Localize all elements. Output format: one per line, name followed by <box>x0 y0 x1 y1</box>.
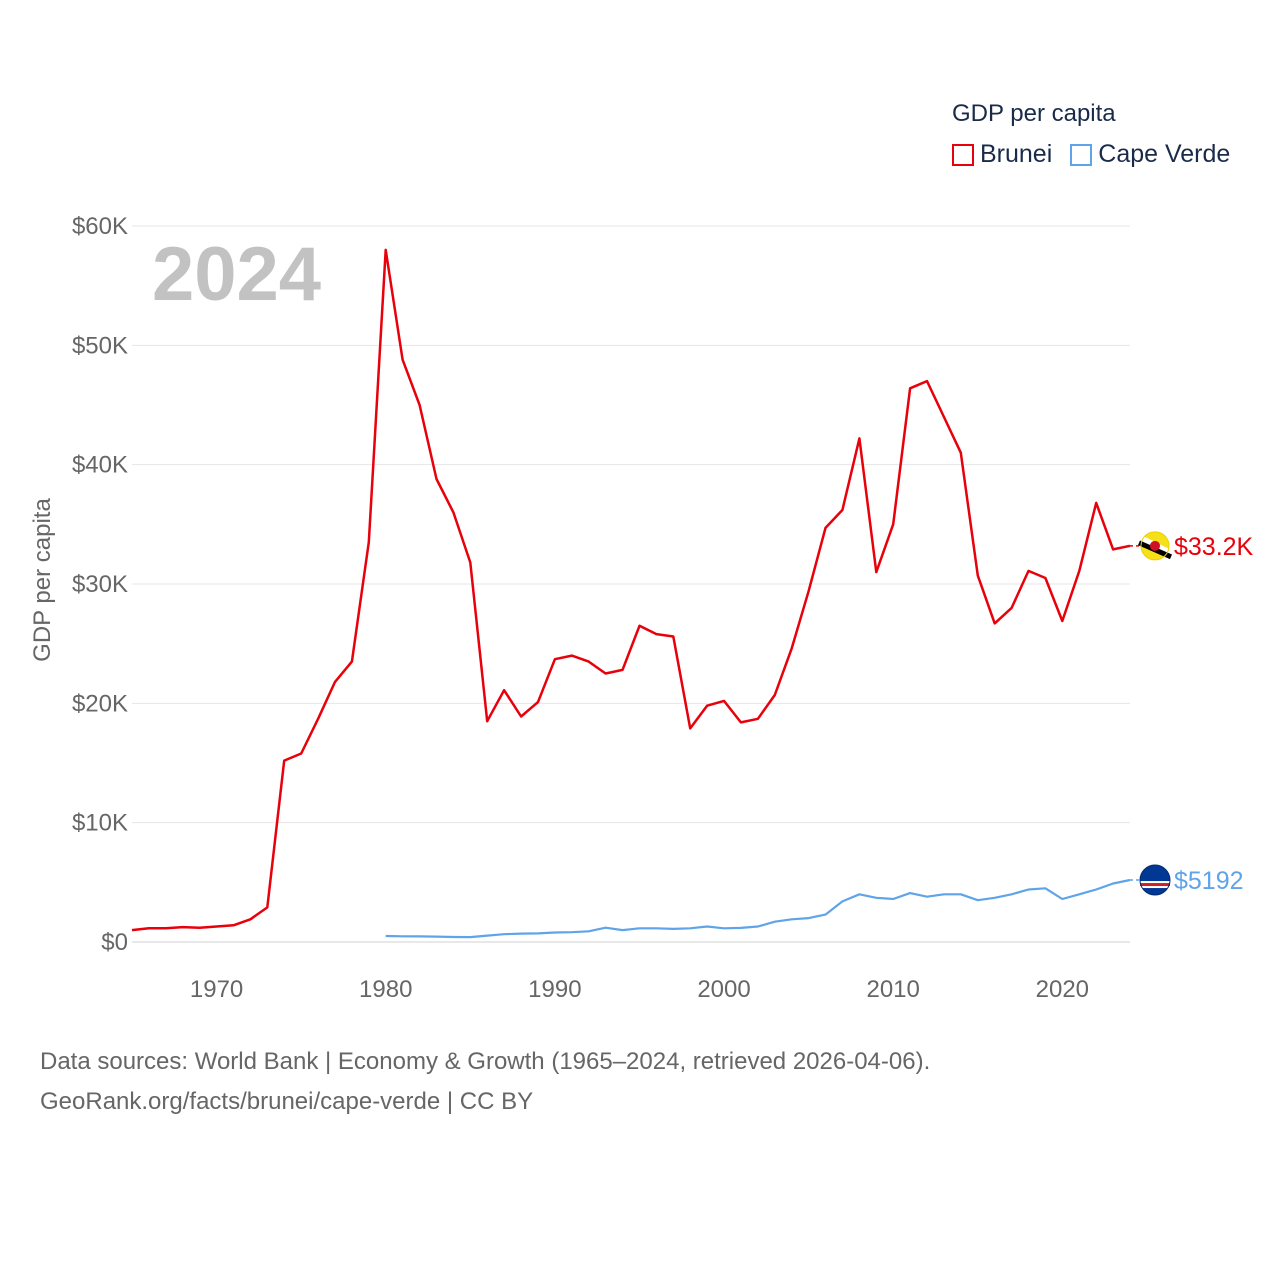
y-tick-label-1: $10K <box>72 810 128 837</box>
cape-verde-flag-red-stripe <box>1140 883 1170 887</box>
source-note: Data sources: World Bank | Economy & Gro… <box>40 1042 930 1122</box>
y-tick-label-2: $20K <box>72 690 128 717</box>
legend-label-cape-verde: Cape Verde <box>1098 140 1231 168</box>
y-tick-label-3: $30K <box>72 571 128 598</box>
series-line-brunei <box>131 248 1131 932</box>
grid-lines <box>132 225 1130 943</box>
y-axis-label: GDP per capita <box>29 498 56 662</box>
legend: GDP per capita Brunei Cape Verde <box>952 100 1230 169</box>
end-markers: $33.2K $5192 <box>1130 531 1254 896</box>
y-tick-label-5: $50K <box>72 332 128 359</box>
brunei-flag <box>1137 531 1173 561</box>
y-tick-label-4: $40K <box>72 452 128 479</box>
source-line-2: GeoRank.org/facts/brunei/cape-verde | CC… <box>40 1088 534 1115</box>
y-tick-label-6: $60K <box>72 213 128 240</box>
y-tick-label-0: $0 <box>101 929 128 956</box>
legend-swatch-cape-verde <box>1070 143 1093 166</box>
legend-title: GDP per capita <box>952 100 1116 127</box>
series-line-cape-verde <box>385 878 1131 939</box>
end-label-cape-verde: $5192 <box>1174 867 1244 895</box>
cape-verde-flag <box>1139 864 1171 896</box>
legend-swatch-brunei <box>952 143 974 166</box>
legend-items: Brunei Cape Verde <box>952 140 1230 169</box>
x-tick-label-3: 2000 <box>697 976 750 1003</box>
y-axis-ticks: $0 $10K $20K $30K $40K $50K $60K <box>72 213 128 956</box>
legend-item-brunei[interactable]: Brunei <box>952 140 1052 169</box>
series-lines <box>131 248 1131 939</box>
cape-verde-flag-outline <box>1139 864 1171 896</box>
year-label: 2024 <box>152 232 321 317</box>
x-tick-label-1: 1980 <box>359 976 412 1003</box>
x-tick-label-2: 1990 <box>528 976 581 1003</box>
source-line-1: Data sources: World Bank | Economy & Gro… <box>40 1048 931 1075</box>
legend-label-brunei: Brunei <box>980 140 1053 168</box>
x-tick-label-0: 1970 <box>190 976 243 1003</box>
x-tick-label-4: 2010 <box>866 976 919 1003</box>
brunei-flag-outline <box>1140 531 1170 561</box>
end-label-brunei: $33.2K <box>1174 533 1254 561</box>
legend-item-cape-verde[interactable]: Cape Verde <box>1070 140 1230 169</box>
brunei-flag-emblem <box>1150 540 1160 551</box>
x-tick-label-5: 2020 <box>1036 976 1089 1003</box>
x-axis-ticks: 1970 1980 1990 2000 2010 2020 <box>190 976 1089 1003</box>
